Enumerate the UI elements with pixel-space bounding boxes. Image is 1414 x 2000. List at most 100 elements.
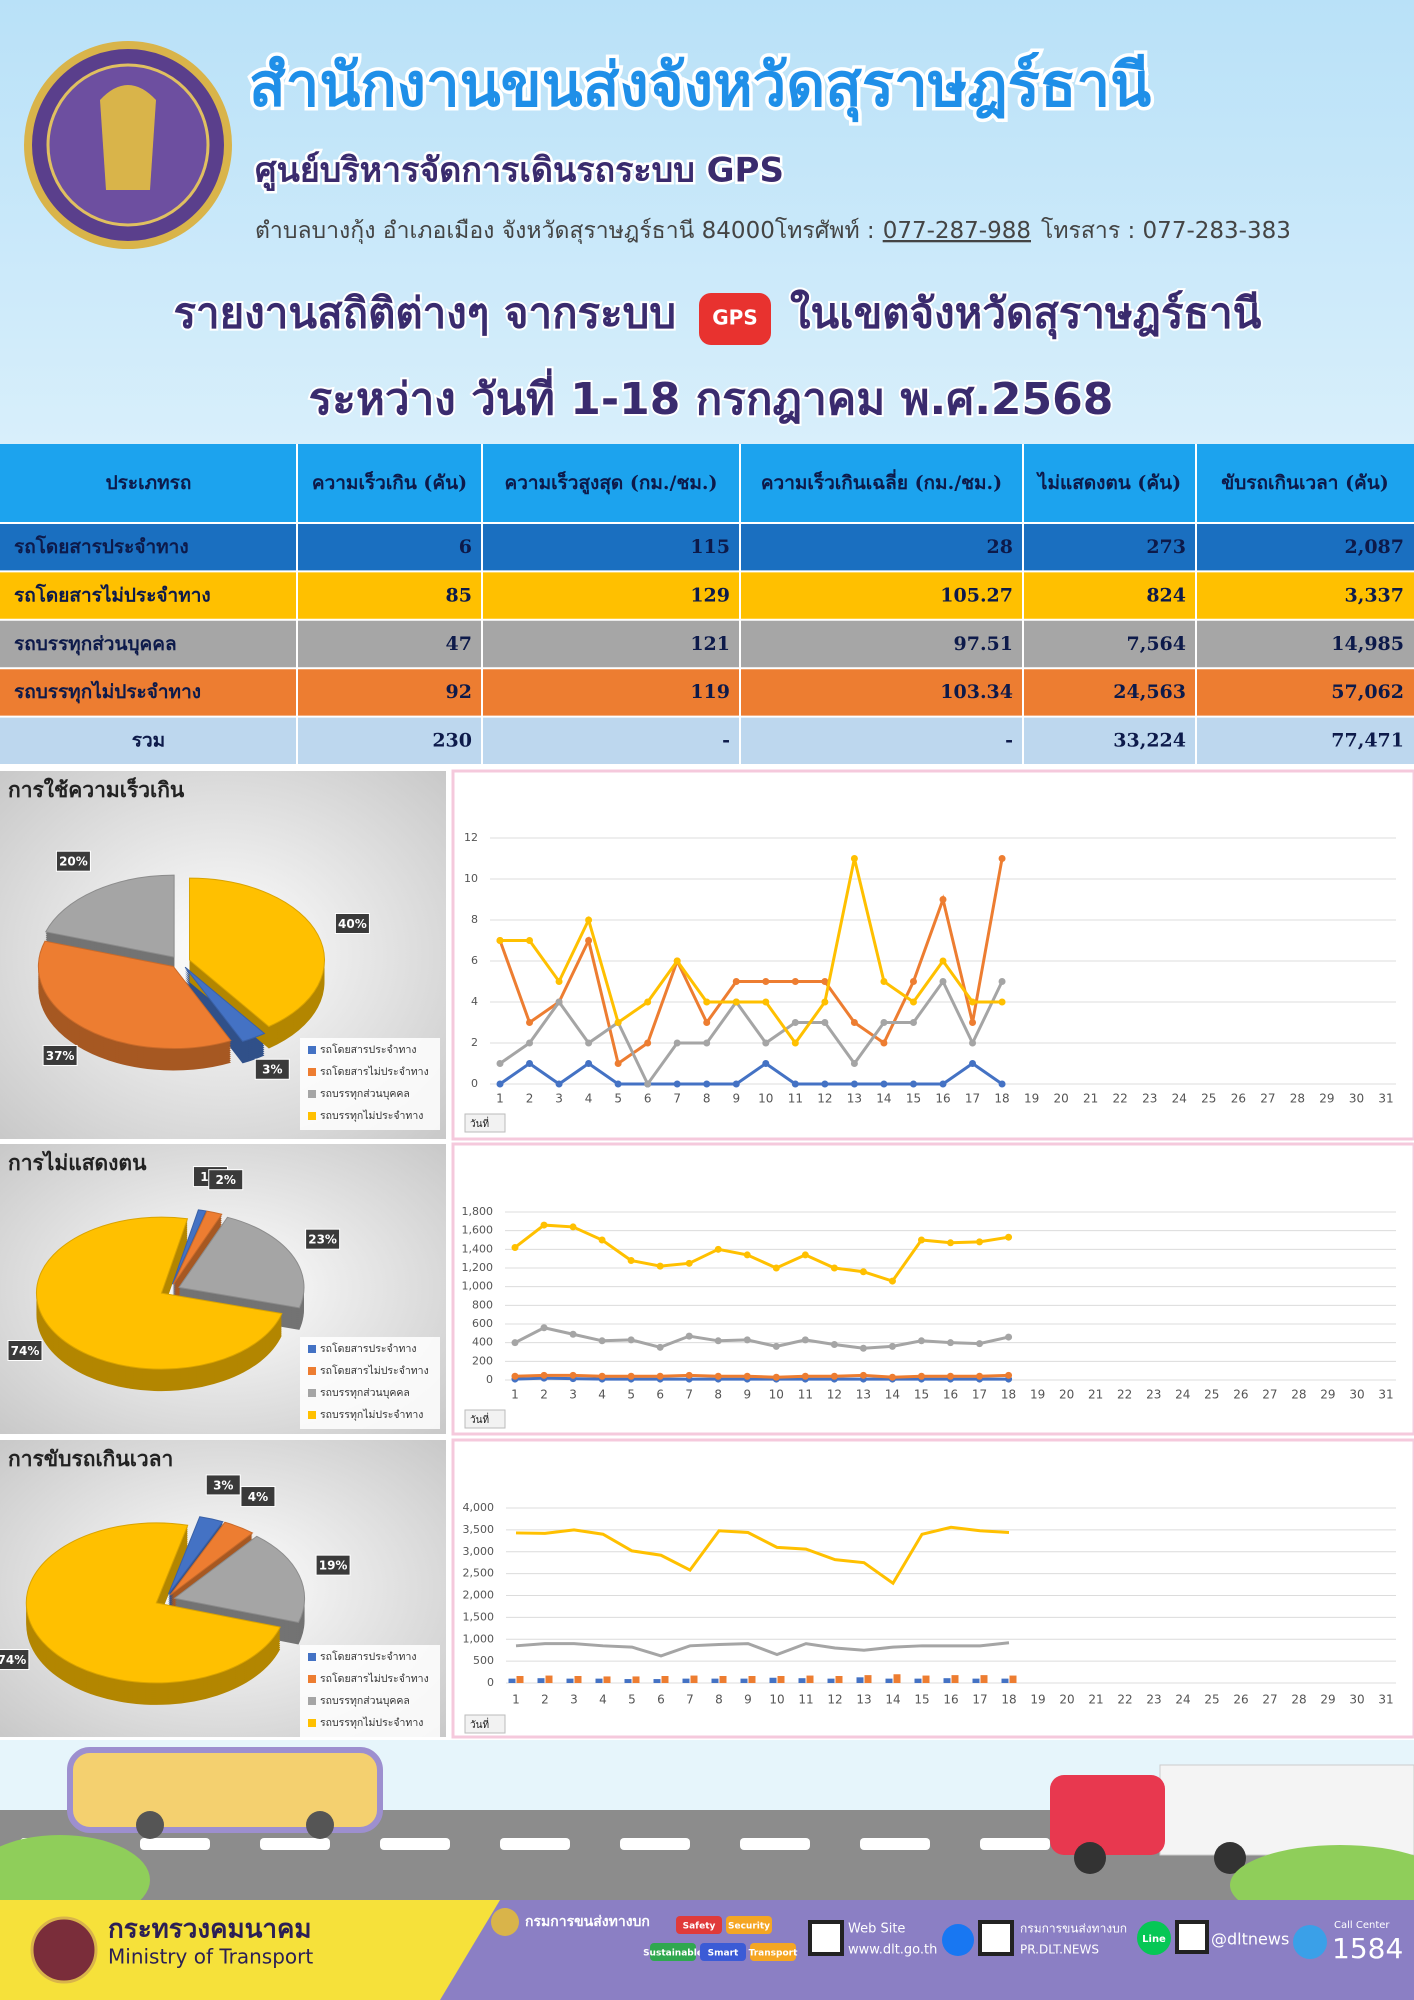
- bar: [951, 1675, 959, 1683]
- marker: [685, 1332, 693, 1340]
- road-mark: [860, 1838, 930, 1850]
- footer-text: กรมการขนส่งทางบก: [1020, 1922, 1127, 1936]
- table-cell: 92: [446, 681, 472, 703]
- legend-box: [300, 1337, 440, 1429]
- x-tick-label: 22: [1117, 1693, 1132, 1707]
- bus: [67, 1747, 383, 1833]
- marker: [685, 1371, 693, 1379]
- x-tick-label: 24: [1175, 1693, 1190, 1707]
- line-panel: [451, 1142, 1414, 1436]
- data-label: 40%: [338, 917, 367, 931]
- table-cell: 3,337: [1345, 584, 1405, 606]
- data-label-box: [305, 1228, 341, 1250]
- x-tick-label: 10: [769, 1693, 784, 1707]
- marker: [703, 1039, 711, 1047]
- marker: [511, 1372, 519, 1380]
- marker: [762, 978, 770, 985]
- x-tick-label: 7: [673, 1092, 681, 1106]
- marker: [714, 1245, 722, 1253]
- marker: [880, 1080, 888, 1088]
- table-header-cell: ความเร็วเกิน (คัน): [312, 470, 467, 494]
- marker: [627, 1336, 635, 1344]
- filter-button: [464, 1409, 506, 1429]
- marker: [801, 1372, 809, 1380]
- marker: [850, 1060, 858, 1067]
- bar: [740, 1678, 748, 1683]
- table-header-cell: ประเภทรถ: [106, 472, 192, 494]
- table-header-cell: ไม่แสดงตน (คัน): [1036, 471, 1181, 494]
- x-tick-label: 22: [1117, 1388, 1132, 1402]
- phone: 077-287-988: [883, 218, 1031, 244]
- footer-accent: [0, 1900, 500, 2000]
- marker: [526, 1039, 534, 1047]
- road-mark: [620, 1838, 690, 1850]
- marker: [656, 1343, 664, 1351]
- data-label-box: [208, 1169, 244, 1191]
- address-text: ตำบลบางกุ้ง อำเภอเมือง จังหวัดสุราษฎร์ธา…: [255, 217, 875, 244]
- data-label-box: [205, 1474, 241, 1496]
- y-tick-label: 3,500: [463, 1523, 495, 1536]
- marker: [743, 1251, 751, 1259]
- pie-slice: [25, 1522, 281, 1684]
- legend-box: [300, 1038, 440, 1130]
- bar: [856, 1677, 864, 1683]
- marker: [880, 1019, 888, 1026]
- qr-code: [978, 1920, 1014, 1956]
- y-tick-label: 12: [464, 831, 478, 844]
- x-tick-label: 6: [644, 1092, 652, 1106]
- bar: [748, 1676, 756, 1683]
- y-tick-label: 4,000: [463, 1501, 495, 1514]
- x-tick-label: 25: [1201, 1092, 1216, 1106]
- footer-text: www.dlt.go.th: [848, 1943, 937, 1958]
- marker: [673, 1080, 681, 1088]
- legend-swatch: [308, 1367, 316, 1375]
- footer-text: Call Center: [1334, 1920, 1390, 1931]
- marker: [644, 998, 652, 1006]
- address: ตำบลบางกุ้ง อำเภอเมือง จังหวัดสุราษฎร์ธา…: [255, 217, 1291, 244]
- pie-slice: [35, 1216, 283, 1370]
- chart-title: การขับรถเกินเวลา: [8, 1447, 173, 1471]
- marker: [801, 1336, 809, 1344]
- table-cell: 77,471: [1331, 730, 1404, 752]
- x-tick-label: 17: [972, 1388, 987, 1402]
- x-tick-label: 13: [856, 1693, 871, 1707]
- dept-logo: [491, 1908, 519, 1936]
- marker: [714, 1337, 722, 1345]
- x-tick-label: 20: [1053, 1092, 1068, 1106]
- data-label-box: [0, 1649, 30, 1671]
- x-tick-label: 6: [656, 1388, 664, 1402]
- marker: [1005, 1333, 1013, 1341]
- x-tick-label: 19: [1030, 1693, 1045, 1707]
- series-line: [499, 1061, 1003, 1086]
- table-cell: 85: [446, 584, 472, 606]
- series-line: [514, 1223, 1009, 1283]
- legend-swatch: [308, 1112, 316, 1120]
- bar: [798, 1678, 806, 1683]
- marker: [627, 1257, 635, 1265]
- x-tick-label: 28: [1291, 1388, 1306, 1402]
- legend-label: รถบรรทุกส่วนบุคคล: [320, 1387, 410, 1399]
- y-tick-label: 800: [472, 1298, 493, 1311]
- table-row-bg: [0, 571, 1414, 620]
- data-label-box: [334, 912, 370, 934]
- legend-swatch: [308, 1345, 316, 1353]
- filter-button: [464, 1113, 506, 1133]
- x-tick-label: 14: [876, 1092, 891, 1106]
- bar: [914, 1678, 922, 1683]
- x-tick-label: 18: [994, 1092, 1009, 1106]
- marker: [772, 1373, 780, 1381]
- x-tick-label: 10: [769, 1388, 784, 1402]
- legend-swatch: [308, 1697, 316, 1705]
- wheel: [306, 1811, 334, 1839]
- table-cell: 129: [690, 584, 730, 606]
- y-tick-label: 1,400: [462, 1242, 494, 1255]
- marker: [909, 1080, 917, 1088]
- x-tick-label: 14: [885, 1388, 900, 1402]
- footer-text: 1584: [1332, 1932, 1403, 1965]
- wheel: [136, 1811, 164, 1839]
- x-tick-label: 7: [686, 1693, 694, 1707]
- marker: [998, 998, 1006, 1006]
- badge-label: Sustainable: [643, 1949, 703, 1959]
- y-tick-label: 500: [473, 1654, 494, 1667]
- bar: [806, 1675, 814, 1683]
